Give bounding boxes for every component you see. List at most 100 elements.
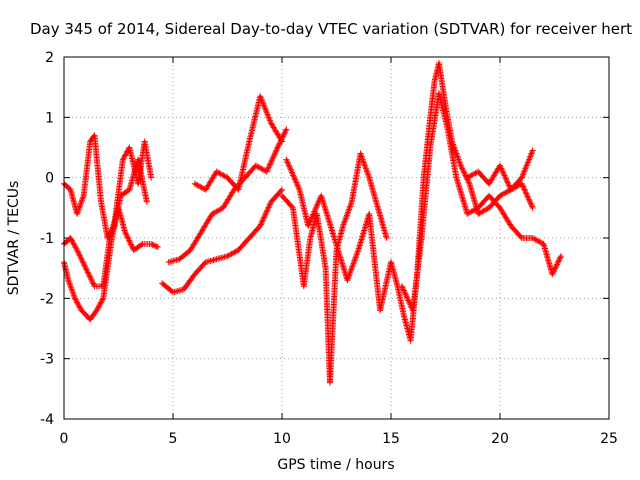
data-point	[268, 157, 275, 164]
data-point	[552, 265, 559, 272]
data-point	[105, 233, 112, 240]
data-point	[119, 156, 126, 163]
data-point	[121, 153, 128, 160]
data-point	[83, 266, 90, 273]
data-point	[279, 186, 285, 193]
data-point	[267, 160, 274, 167]
data-point	[398, 283, 405, 290]
data-point	[310, 210, 317, 217]
data-point	[552, 264, 559, 271]
data-point	[277, 187, 284, 194]
data-point	[124, 234, 131, 241]
x-tick-label: 20	[491, 431, 509, 447]
data-point	[526, 197, 533, 204]
series-track-k	[464, 162, 536, 211]
data-point	[523, 190, 530, 197]
data-point	[505, 181, 512, 188]
data-point	[383, 235, 390, 241]
data-point	[150, 242, 157, 249]
y-tick-label: 2	[45, 50, 54, 66]
data-point	[554, 260, 561, 267]
data-point	[407, 301, 414, 308]
series-track-j	[398, 90, 565, 314]
data-point	[124, 233, 131, 240]
data-point	[285, 160, 292, 167]
data-point	[154, 244, 161, 251]
data-point	[465, 177, 472, 184]
y-tick-label: 0	[45, 171, 54, 187]
data-point	[265, 204, 272, 211]
data-point	[275, 143, 282, 150]
data-point	[502, 175, 509, 182]
data-point	[497, 162, 503, 169]
data-point	[80, 259, 87, 266]
data-point	[262, 211, 269, 218]
data-point	[125, 235, 132, 242]
plot-frame	[63, 56, 610, 420]
data-point	[85, 270, 92, 277]
data-point	[73, 298, 80, 305]
data-point	[405, 297, 412, 304]
data-point	[273, 147, 280, 154]
data-point	[74, 247, 81, 254]
data-point	[74, 299, 81, 306]
data-point	[88, 277, 95, 284]
data-point	[504, 178, 511, 185]
data-point	[108, 228, 115, 235]
series-track-e	[165, 126, 290, 266]
data-point	[123, 149, 130, 156]
data-point	[308, 214, 315, 221]
data-point	[128, 242, 135, 249]
series-track-d	[159, 186, 285, 296]
data-point	[313, 204, 320, 211]
data-point	[126, 237, 133, 244]
data-point	[279, 138, 285, 145]
data-point	[97, 300, 104, 307]
data-point	[258, 220, 265, 227]
data-point	[77, 254, 84, 261]
data-point	[523, 192, 530, 199]
data-point	[76, 252, 83, 259]
data-point	[551, 267, 558, 274]
data-point	[404, 296, 411, 303]
data-point	[72, 296, 79, 303]
data-point	[498, 166, 505, 173]
data-point	[282, 129, 289, 136]
data-point	[272, 150, 279, 157]
y-tick-label: -2	[40, 291, 54, 307]
data-point	[106, 230, 113, 237]
data-point	[88, 276, 95, 283]
data-point	[293, 180, 300, 187]
data-point	[122, 151, 129, 158]
y-tick-label: -4	[40, 412, 54, 428]
x-tick-label: 25	[600, 431, 618, 447]
data-point	[465, 179, 472, 186]
data-point	[89, 279, 96, 286]
data-point	[400, 287, 407, 294]
data-point	[292, 176, 299, 183]
data-point	[287, 166, 294, 173]
data-point	[75, 249, 82, 256]
y-tick-label: -1	[40, 231, 54, 247]
data-point	[287, 165, 294, 172]
data-point	[104, 235, 111, 241]
data-point	[74, 248, 81, 255]
data-point	[314, 201, 321, 208]
data-point	[292, 178, 299, 185]
data-point	[95, 304, 102, 311]
data-point	[266, 162, 273, 169]
data-point	[519, 182, 526, 189]
data-point	[285, 162, 292, 169]
y-tick-label: 1	[45, 110, 54, 126]
data-point	[457, 162, 464, 169]
data-point	[78, 256, 85, 263]
series-track-c	[61, 132, 155, 241]
data-point	[501, 172, 508, 179]
data-point	[517, 233, 524, 240]
data-point	[75, 302, 82, 309]
data-point	[128, 241, 135, 248]
data-point	[505, 182, 512, 189]
data-point	[80, 260, 87, 267]
data-point	[281, 130, 288, 137]
x-tick-label: 5	[169, 431, 178, 447]
